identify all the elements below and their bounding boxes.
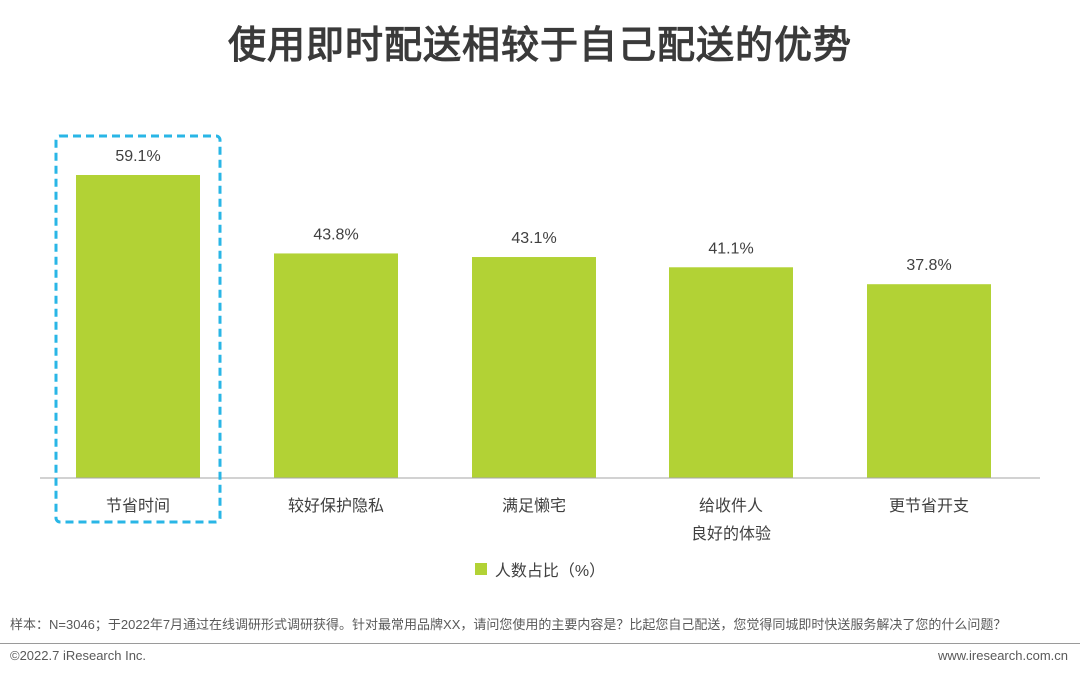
footnote: 样本：N=3046；于2022年7月通过在线调研形式调研获得。针对最常用品牌XX… — [10, 617, 1007, 632]
category-label: 更节省开支 — [889, 497, 969, 515]
category-label: 给收件人 — [699, 497, 763, 515]
highlight-box — [54, 134, 222, 524]
bar — [669, 267, 793, 478]
bar — [274, 253, 398, 478]
bar — [867, 284, 991, 478]
category-label: 节省时间 — [106, 497, 170, 515]
legend-swatch — [474, 563, 487, 575]
legend: 人数占比（%） — [0, 557, 1080, 581]
website: www.iresearch.com.cn — [937, 648, 1068, 663]
bar — [472, 257, 596, 478]
chart-title: 使用即时配送相较于自己配送的优势 — [227, 25, 852, 67]
category-label: 满足懒宅 — [502, 497, 566, 515]
data-label: 41.1% — [708, 240, 753, 257]
data-label: 43.1% — [511, 230, 556, 247]
copyright: ©2022.7 iResearch Inc. — [10, 648, 147, 663]
category-label: 较好保护隐私 — [288, 497, 384, 515]
footer-divider — [0, 643, 1080, 644]
legend-label: 人数占比（%） — [494, 563, 606, 580]
bar-chart: 59.1% 节省时间 43.8% 较好保护隐私 43.1% 满足懒宅 41.1% 给收件人良好… — [40, 134, 1040, 543]
bar — [76, 175, 200, 478]
data-label: 43.8% — [313, 226, 358, 243]
data-label: 59.1% — [115, 148, 160, 165]
category-label: 良好的体验 — [691, 525, 771, 543]
data-label: 37.8% — [906, 257, 951, 274]
